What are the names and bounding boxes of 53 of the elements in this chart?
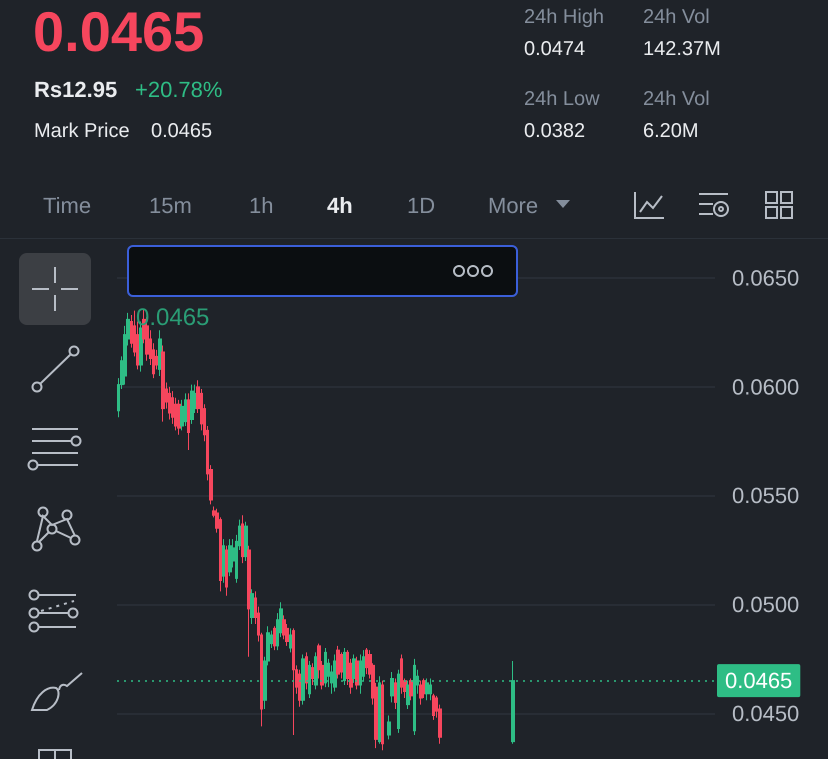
- candlestick: [190, 384, 194, 424]
- text: 0.0465: [151, 120, 212, 142]
- candlestick: [432, 693, 435, 720]
- candlestick: [244, 521, 248, 562]
- text: 4h: [327, 192, 353, 218]
- candlestick: [355, 656, 359, 690]
- candlestick: [168, 386, 171, 420]
- text: 6.20M: [643, 120, 699, 142]
- text: 24h Vol: [643, 88, 710, 110]
- y-tick-label: 0.0550: [732, 483, 800, 508]
- candlestick: [184, 392, 187, 426]
- candlestick: [225, 545, 228, 596]
- candlestick: [394, 678, 397, 710]
- candlestick: [311, 662, 314, 686]
- candlestick: [381, 680, 384, 751]
- y-tick-label: 0.0600: [732, 374, 800, 400]
- text: 24h Vol: [643, 6, 710, 28]
- candlestick: [305, 652, 308, 690]
- ref-line-label: 0.0465: [725, 668, 792, 694]
- text: 24h Low: [524, 88, 600, 110]
- y-tick-label: 0.0500: [732, 592, 800, 617]
- text: Rs12.95: [34, 76, 118, 102]
- candlestick: [365, 648, 368, 675]
- candlestick: [161, 344, 165, 422]
- text: 15m: [149, 192, 192, 218]
- candlestick: [387, 714, 391, 740]
- text: 24h High: [524, 6, 604, 28]
- text: 1h: [249, 192, 274, 218]
- text: 142.37M: [643, 38, 721, 60]
- candlestick: [247, 545, 251, 658]
- text: Mark Price: [34, 120, 130, 142]
- candlestick: [228, 538, 232, 577]
- text: 0.0382: [524, 120, 586, 142]
- y-tick-label: 0.0450: [732, 700, 800, 726]
- candlestick: [187, 392, 190, 450]
- candlestick: [419, 680, 423, 706]
- text: +20.78%: [135, 76, 222, 102]
- candlestick: [336, 645, 340, 679]
- candlestick: [289, 628, 292, 653]
- text: 0.0465: [33, 0, 204, 63]
- candlestick: [241, 514, 244, 564]
- text: 0.0474: [524, 38, 586, 60]
- candlestick: [250, 588, 254, 625]
- candlestick: [222, 538, 225, 584]
- candlestick: [292, 628, 295, 736]
- candlestick: [273, 626, 276, 651]
- candlestick: [158, 330, 162, 376]
- y-tick-label: 0.0650: [732, 266, 800, 290]
- candlestick: [400, 654, 403, 694]
- text: 1D: [407, 192, 436, 218]
- text: Time: [43, 192, 92, 218]
- candlestick: [409, 678, 413, 701]
- text: More: [488, 192, 538, 218]
